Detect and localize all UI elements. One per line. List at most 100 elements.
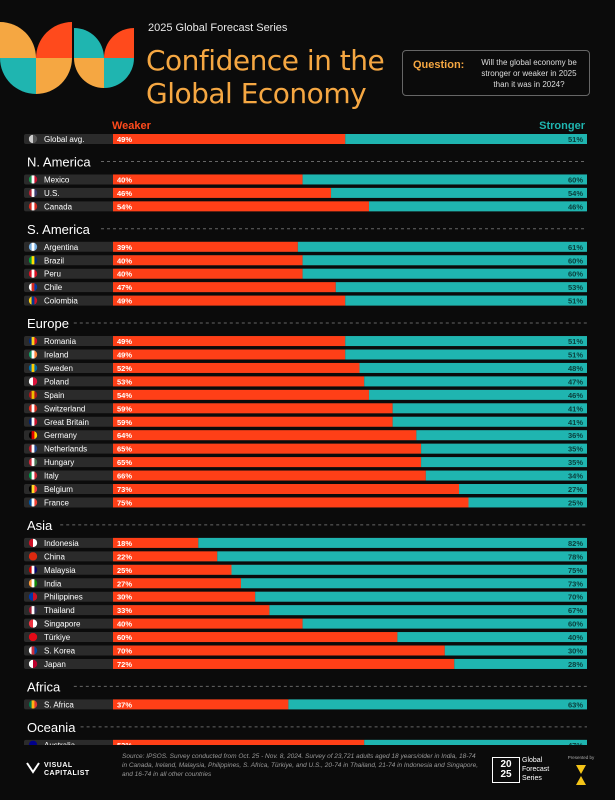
- value-stronger-t-rkiye: 40%: [568, 633, 583, 642]
- flag-icon-romania: [28, 336, 38, 346]
- value-stronger-netherlands: 35%: [568, 445, 583, 454]
- value-stronger-indonesia: 82%: [568, 539, 583, 548]
- bar-stronger-great-britain: [392, 416, 587, 427]
- value-stronger-sweden: 48%: [568, 364, 583, 373]
- country-label-hungary: Hungary: [44, 458, 74, 467]
- value-weaker-global-avg: 49%: [117, 135, 132, 144]
- flag-icon-spain: [28, 390, 38, 400]
- bar-stronger-s-africa: [288, 699, 587, 710]
- country-label-peru: Peru: [44, 270, 61, 279]
- flag-icon-philippines: [28, 592, 38, 601]
- bar-stronger-switzerland: [392, 403, 587, 414]
- value-stronger-peru: 60%: [568, 270, 583, 279]
- country-label-t-rkiye: Türkiye: [44, 633, 71, 642]
- bar-weaker-great-britain: [113, 416, 393, 427]
- value-stronger-china: 78%: [568, 552, 583, 561]
- bar-weaker-france: [113, 497, 469, 508]
- value-weaker-australia: 53%: [117, 741, 132, 745]
- bar-weaker-indonesia: [113, 537, 199, 548]
- value-weaker-argentina: 39%: [117, 243, 132, 252]
- value-weaker-peru: 40%: [117, 270, 132, 279]
- bar-stronger-thailand: [269, 605, 587, 616]
- value-stronger-s-korea: 30%: [568, 647, 583, 656]
- value-stronger-singapore: 60%: [568, 620, 583, 629]
- bar-weaker-brazil: [113, 255, 303, 266]
- country-label-philippines: Philippines: [44, 593, 83, 602]
- value-weaker-canada: 54%: [117, 202, 132, 211]
- value-weaker-germany: 64%: [117, 431, 132, 440]
- value-stronger-global-avg: 51%: [568, 135, 583, 144]
- bar-stronger-netherlands: [421, 443, 587, 454]
- value-weaker-poland: 53%: [117, 377, 132, 386]
- value-weaker-s-africa: 37%: [117, 700, 132, 709]
- bar-stronger-australia: [364, 739, 587, 745]
- badge-year-top: 20: [500, 759, 512, 770]
- value-weaker-sweden: 52%: [117, 364, 132, 373]
- country-label-spain: Spain: [44, 391, 64, 400]
- bar-stronger-t-rkiye: [397, 632, 587, 643]
- bar-weaker-ireland: [113, 349, 346, 360]
- value-weaker-chile: 47%: [117, 283, 132, 292]
- bar-weaker-poland: [113, 376, 365, 387]
- flag-icon-mexico: [28, 175, 38, 184]
- value-weaker-china: 22%: [117, 552, 132, 561]
- bar-weaker-india: [113, 578, 241, 589]
- country-label-india: India: [44, 579, 62, 588]
- gfs-badge-text: Global Forecast Series: [522, 757, 550, 782]
- legend-weaker: Weaker: [112, 120, 151, 132]
- value-stronger-u-s: 54%: [568, 189, 583, 198]
- flag-icon-italy: [28, 471, 38, 480]
- region-label-s-america: S. America: [27, 222, 91, 237]
- bar-weaker-spain: [113, 389, 369, 400]
- value-weaker-colombia: 49%: [117, 297, 132, 306]
- value-weaker-brazil: 40%: [117, 256, 132, 265]
- bar-weaker-global-avg: [113, 134, 346, 144]
- country-label-argentina: Argentina: [44, 243, 79, 252]
- value-stronger-ireland: 51%: [568, 351, 583, 360]
- value-stronger-philippines: 70%: [568, 593, 583, 602]
- bar-weaker-s-africa: [113, 699, 289, 710]
- value-stronger-brazil: 60%: [568, 256, 583, 265]
- bar-stronger-hungary: [421, 457, 587, 468]
- value-stronger-great-britain: 41%: [568, 418, 583, 427]
- bar-weaker-italy: [113, 470, 426, 481]
- bar-weaker-japan: [113, 658, 455, 669]
- flag-icon-germany: [28, 431, 38, 440]
- bar-stronger-global-avg: [345, 134, 587, 144]
- bar-weaker-sweden: [113, 362, 360, 373]
- bar-stronger-canada: [368, 201, 587, 212]
- bar-stronger-belgium: [459, 484, 587, 494]
- bar-stronger-romania: [345, 336, 587, 347]
- value-stronger-belgium: 27%: [568, 485, 583, 494]
- value-weaker-u-s: 46%: [117, 189, 132, 198]
- country-label-sweden: Sweden: [44, 364, 73, 373]
- region-label-africa: Africa: [27, 679, 61, 694]
- value-weaker-great-britain: 59%: [117, 418, 132, 427]
- flag-icon-poland: [28, 377, 38, 386]
- value-stronger-canada: 46%: [568, 202, 583, 211]
- country-label-germany: Germany: [44, 431, 77, 440]
- bar-stronger-malaysia: [231, 564, 587, 575]
- value-stronger-colombia: 51%: [568, 297, 583, 306]
- visual-capitalist-logo-icon: [26, 762, 40, 774]
- flag-icon-s-africa: [28, 700, 38, 709]
- country-label-great-britain: Great Britain: [44, 418, 89, 427]
- badge-year-bottom: 25: [500, 769, 512, 780]
- value-weaker-thailand: 33%: [117, 606, 132, 615]
- value-weaker-ireland: 49%: [117, 351, 132, 360]
- value-stronger-chile: 53%: [568, 283, 583, 292]
- region-label-n-america: N. America: [27, 154, 91, 169]
- bar-weaker-s-korea: [113, 645, 445, 656]
- title-line-1: Confidence in the: [146, 44, 385, 77]
- value-weaker-switzerland: 59%: [117, 404, 132, 413]
- flag-icon-peru: [28, 269, 38, 278]
- bar-stronger-brazil: [302, 255, 587, 266]
- value-weaker-italy: 66%: [117, 472, 132, 481]
- region-label-asia: Asia: [27, 518, 53, 533]
- flag-icon-australia: [28, 740, 38, 745]
- decorative-shapes: [0, 22, 134, 94]
- bar-stronger-colombia: [345, 295, 587, 306]
- country-label-u-s: U.S.: [44, 189, 60, 198]
- bar-stronger-indonesia: [198, 537, 587, 548]
- bar-stronger-sweden: [359, 362, 587, 373]
